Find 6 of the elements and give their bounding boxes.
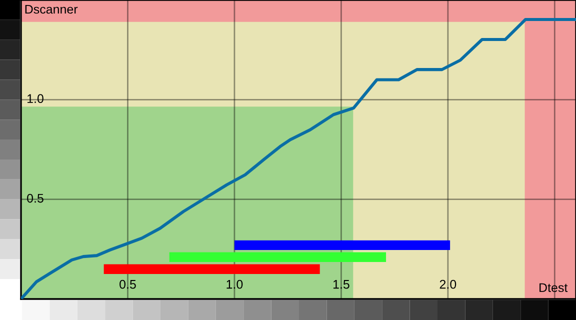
x-tick-label: 1.0 <box>226 280 243 289</box>
x-axis-title: Dtest <box>540 283 568 292</box>
x-tick-label: 1.5 <box>333 280 350 289</box>
x-tick-label: 0.5 <box>120 280 136 289</box>
y-axis-title: Dscanner <box>25 4 78 14</box>
x-tick-label: 2.0 <box>440 280 456 289</box>
